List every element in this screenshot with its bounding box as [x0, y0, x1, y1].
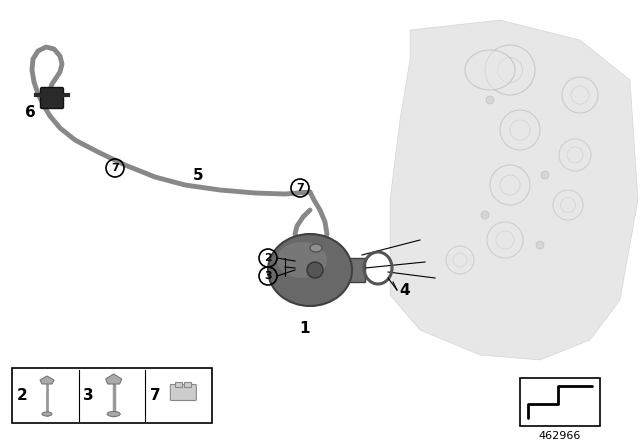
- Text: 1: 1: [300, 320, 310, 336]
- Text: 7: 7: [150, 388, 161, 403]
- Circle shape: [486, 96, 494, 104]
- Text: 7: 7: [296, 183, 304, 193]
- Text: 3: 3: [264, 271, 272, 281]
- Ellipse shape: [42, 412, 52, 416]
- Circle shape: [307, 262, 323, 278]
- Text: 7: 7: [111, 163, 119, 173]
- Text: 462966: 462966: [539, 431, 581, 441]
- Bar: [347, 258, 365, 282]
- Ellipse shape: [277, 242, 327, 278]
- Circle shape: [481, 211, 489, 219]
- Polygon shape: [390, 20, 638, 360]
- Text: 2: 2: [17, 388, 28, 403]
- Circle shape: [541, 171, 549, 179]
- Polygon shape: [40, 376, 54, 384]
- FancyBboxPatch shape: [170, 384, 196, 401]
- FancyBboxPatch shape: [40, 87, 63, 108]
- Ellipse shape: [268, 234, 352, 306]
- Text: 5: 5: [193, 168, 204, 182]
- Ellipse shape: [465, 50, 515, 90]
- Text: 6: 6: [24, 104, 35, 120]
- Bar: [184, 382, 191, 387]
- Bar: [175, 382, 182, 387]
- Text: 2: 2: [264, 253, 272, 263]
- Bar: [520, 378, 600, 426]
- Text: 4: 4: [400, 283, 410, 297]
- Circle shape: [536, 241, 544, 249]
- Ellipse shape: [107, 412, 120, 417]
- Ellipse shape: [310, 244, 322, 252]
- Text: 3: 3: [83, 388, 94, 403]
- Polygon shape: [106, 374, 122, 384]
- Bar: [12, 368, 212, 423]
